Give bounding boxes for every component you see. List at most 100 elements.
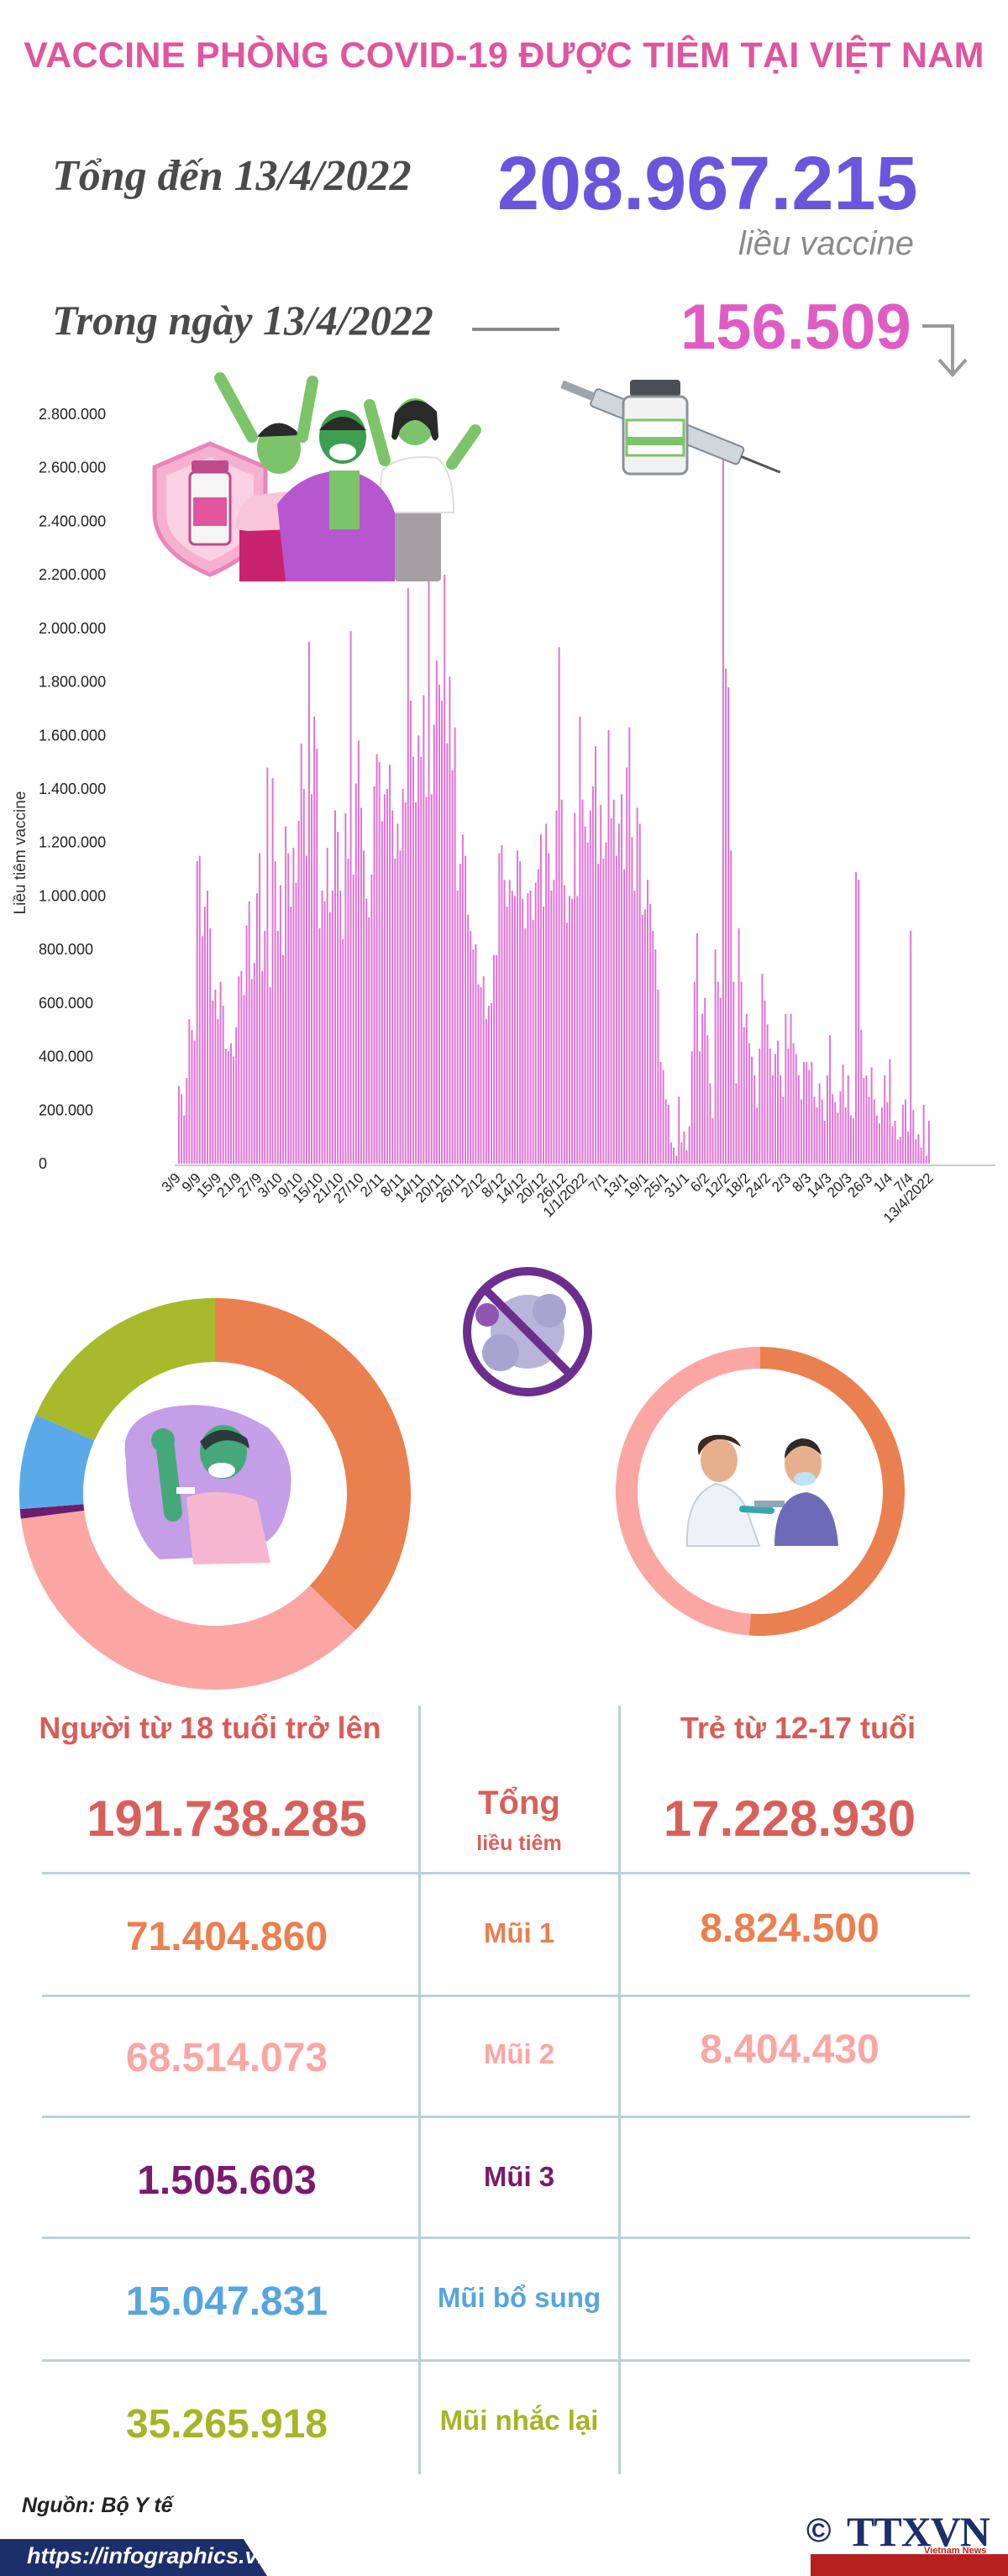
- chart-bar: [433, 724, 435, 1164]
- chart-bar: [766, 1024, 769, 1164]
- chart-bar: [292, 848, 295, 1164]
- chart-bar: [378, 762, 381, 1164]
- chart-bar: [524, 928, 527, 1164]
- table-line-v2: [618, 1706, 621, 2474]
- chart-bar: [842, 1065, 844, 1164]
- donut-slice: [35, 1298, 215, 1441]
- chart-bar: [363, 850, 365, 1164]
- chart-bar: [470, 930, 472, 1164]
- chart-bar: [318, 928, 321, 1164]
- chart-bar: [915, 1139, 917, 1164]
- chart-bar: [342, 938, 344, 1164]
- chart-bar: [482, 976, 485, 1164]
- chart-bar: [506, 907, 508, 1164]
- chart-bar: [529, 891, 532, 1164]
- chart-bar: [910, 930, 912, 1164]
- chart-bar: [279, 885, 281, 1164]
- donut-slice: [20, 1510, 356, 1690]
- chart-bar: [409, 700, 412, 1164]
- chart-bar: [181, 1094, 183, 1164]
- chart-bar: [704, 997, 706, 1164]
- header-adults: Người từ 18 tuổi trở lên: [39, 1711, 381, 1745]
- chart-bar: [927, 1121, 930, 1164]
- chart-bar: [435, 660, 438, 1164]
- chart-bar: [563, 885, 565, 1164]
- donut-slice: [615, 1347, 760, 1636]
- chart-bar: [311, 794, 313, 1164]
- chart-bar: [404, 802, 407, 1164]
- chart-bar: [235, 1027, 238, 1164]
- chart-bar: [243, 995, 245, 1164]
- chart-bar: [537, 869, 539, 1164]
- chart-bar: [569, 896, 570, 1164]
- chart-bar: [769, 1049, 771, 1164]
- chart-bar: [722, 440, 724, 1164]
- chart-bar: [337, 831, 339, 1164]
- chart-bar: [693, 981, 696, 1164]
- chart-bar: [832, 1094, 834, 1164]
- chart-bar: [475, 944, 477, 1164]
- chart-bar: [331, 891, 333, 1164]
- vaccine-vial-illustration: [622, 380, 689, 476]
- chart-bar: [896, 1139, 899, 1164]
- chart-bar: [780, 1075, 782, 1164]
- chart-bar: [589, 810, 591, 1164]
- table-line-h1: [42, 1872, 970, 1874]
- chart-bar: [690, 1051, 693, 1164]
- chart-bar: [347, 858, 349, 1164]
- chart-bar: [266, 767, 269, 1164]
- total-row-sublabel: liều tiêm: [476, 1832, 562, 1855]
- chart-bar: [295, 882, 297, 1164]
- chart-bar: [654, 949, 657, 1164]
- chart-bar: [886, 1101, 889, 1164]
- chart-bar: [847, 1075, 849, 1164]
- down-arrow-icon: [922, 324, 968, 378]
- chart-bar: [313, 716, 316, 1164]
- chart-bar: [852, 1117, 854, 1164]
- footer-url-link[interactable]: https://infographics.vn: [27, 2543, 272, 2568]
- chart-bar: [532, 920, 534, 1164]
- chart-bar: [912, 1110, 915, 1164]
- chart-bar: [349, 631, 352, 1164]
- chart-bar: [591, 786, 594, 1164]
- chart-bar: [748, 1043, 750, 1164]
- chart-bar: [652, 930, 654, 1164]
- chart-bar: [271, 778, 274, 1164]
- chart-bar: [675, 1155, 678, 1164]
- chart-bar: [813, 1096, 816, 1164]
- chart-bar: [553, 880, 555, 1164]
- chart-bar: [321, 891, 323, 1164]
- chart-bar: [711, 1117, 714, 1164]
- table-line-h4: [42, 2237, 970, 2239]
- chart-bar: [444, 575, 446, 1164]
- chart-bar: [753, 1075, 756, 1164]
- table-line-v1: [418, 1706, 421, 2474]
- chart-bar: [816, 1107, 818, 1164]
- chart-bar: [477, 984, 480, 1164]
- chart-bar: [735, 1083, 738, 1164]
- chart-bar: [680, 1142, 683, 1164]
- chart-bar: [811, 1061, 813, 1164]
- chart-bar: [855, 871, 858, 1164]
- chart-bar: [196, 861, 198, 1164]
- chart-bar: [230, 1043, 232, 1164]
- chart-bar: [550, 891, 553, 1164]
- chart-bar: [326, 848, 328, 1164]
- chart-bar: [214, 989, 217, 1164]
- total-unit: liều vaccine: [738, 225, 914, 262]
- chart-bar: [503, 880, 506, 1164]
- chart-bar: [659, 1061, 662, 1164]
- copyright-icon: ©: [806, 2512, 832, 2549]
- y-tick-label: 200.000: [39, 1101, 93, 1118]
- chart-bar: [745, 1013, 748, 1164]
- chart-bar: [863, 1078, 865, 1164]
- chart-bar: [193, 1040, 196, 1164]
- chart-bar: [790, 1013, 792, 1164]
- table-line-h5: [42, 2359, 970, 2362]
- chart-bar: [730, 850, 732, 1164]
- chart-bar: [449, 676, 451, 1164]
- dose-row-label: Mũi nhắc lại: [439, 2405, 599, 2436]
- chart-bar: [636, 807, 638, 1164]
- dose-adults-value: 1.505.603: [137, 2158, 317, 2203]
- chart-bar: [308, 641, 310, 1164]
